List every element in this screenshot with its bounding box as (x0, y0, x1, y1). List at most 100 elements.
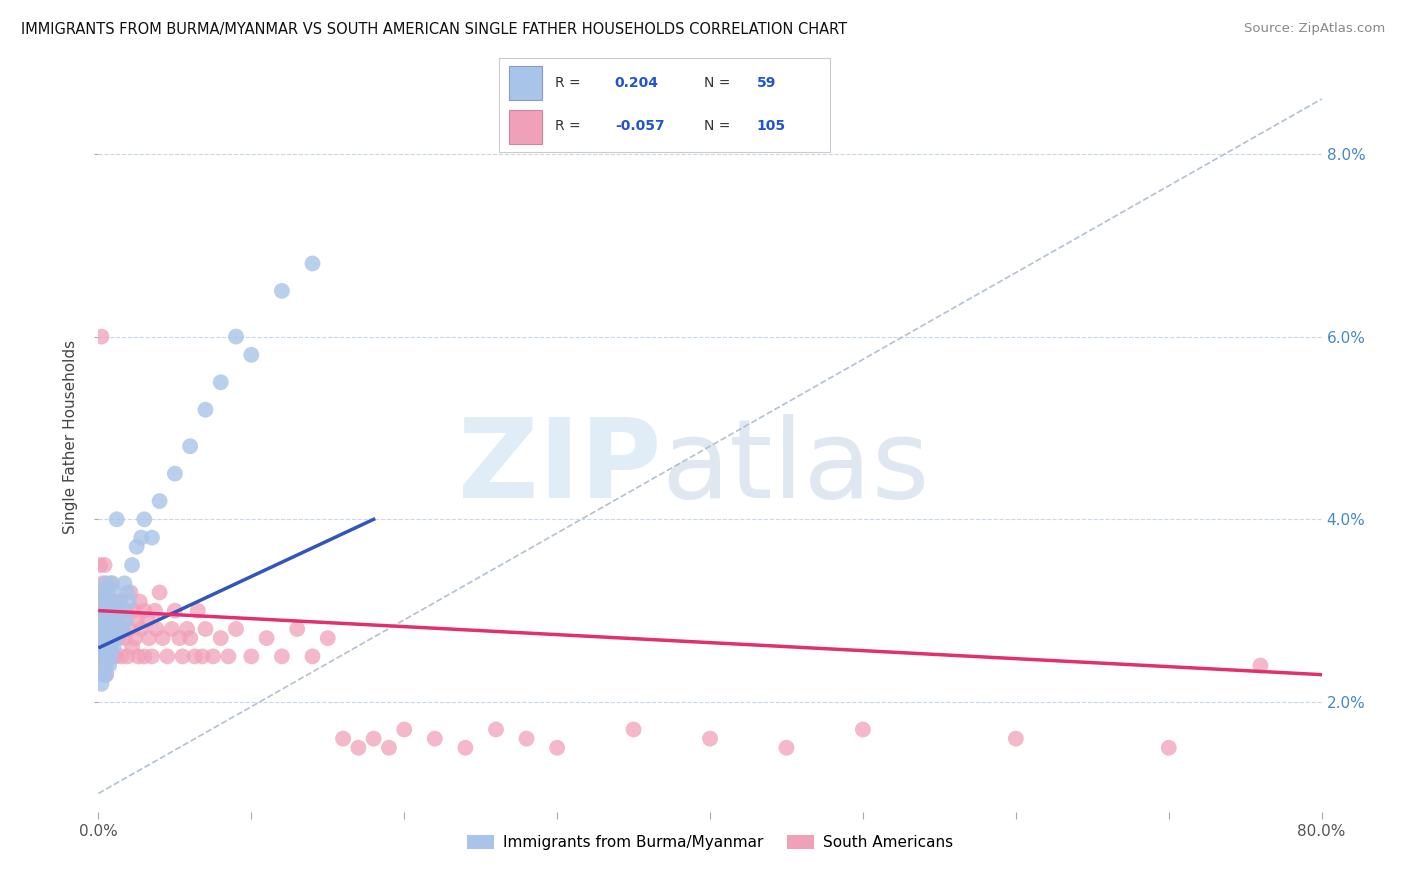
Point (134, 512, 156, 526)
Point (91, 604, 114, 618)
Point (363, 731, 385, 746)
Point (179, 439, 201, 453)
Point (97, 585, 120, 599)
Point (93, 604, 115, 618)
Point (98, 594, 121, 608)
Point (209, 631, 232, 645)
Point (89, 622, 111, 636)
Point (546, 740, 568, 755)
Point (191, 649, 214, 664)
Point (108, 594, 131, 608)
Point (93, 622, 115, 636)
Text: -0.057: -0.057 (614, 120, 665, 133)
Legend: Immigrants from Burma/Myanmar, South Americans: Immigrants from Burma/Myanmar, South Ame… (461, 830, 959, 856)
Point (104, 613, 127, 627)
Text: R =: R = (555, 77, 581, 90)
Point (101, 604, 124, 618)
Point (454, 740, 477, 755)
Point (143, 604, 166, 618)
Point (90, 585, 112, 599)
Point (134, 604, 156, 618)
Point (699, 731, 721, 746)
Point (98, 613, 121, 627)
Point (163, 604, 186, 618)
Point (184, 649, 207, 664)
Point (316, 631, 339, 645)
Point (93, 631, 115, 645)
Point (202, 649, 225, 664)
Point (485, 723, 508, 737)
Point (112, 631, 135, 645)
Point (98, 622, 121, 636)
Point (156, 649, 179, 664)
Point (91, 640, 114, 655)
Point (104, 631, 127, 645)
Point (100, 622, 122, 636)
Point (134, 649, 156, 664)
Point (118, 622, 141, 636)
Point (89, 622, 111, 636)
Point (301, 256, 323, 270)
Point (124, 631, 146, 645)
Point (101, 649, 124, 664)
Point (98, 658, 121, 673)
Text: 105: 105 (756, 120, 786, 133)
Point (91, 667, 114, 681)
Point (516, 731, 538, 746)
Point (93, 631, 115, 645)
Point (125, 540, 148, 554)
Point (90, 631, 112, 645)
Point (378, 740, 401, 755)
Point (332, 731, 354, 746)
Point (112, 576, 135, 591)
Point (90, 585, 112, 599)
Point (90, 604, 112, 618)
Text: N =: N = (704, 77, 730, 90)
Point (100, 604, 122, 618)
Point (270, 284, 292, 298)
Point (107, 622, 129, 636)
Point (128, 594, 150, 608)
Point (209, 376, 232, 390)
Point (145, 622, 167, 636)
Point (101, 631, 124, 645)
Point (100, 604, 122, 618)
Point (91, 613, 114, 627)
Point (91, 594, 114, 608)
Point (163, 467, 186, 481)
Text: Source: ZipAtlas.com: Source: ZipAtlas.com (1244, 22, 1385, 36)
Point (94, 658, 117, 673)
Point (94, 613, 117, 627)
Point (118, 594, 141, 608)
Point (125, 613, 148, 627)
Point (91, 622, 114, 636)
Point (98, 649, 121, 664)
Point (90, 677, 112, 691)
Point (256, 631, 278, 645)
Point (100, 631, 122, 645)
Point (103, 594, 125, 608)
Point (347, 740, 370, 755)
Text: atlas: atlas (661, 414, 929, 521)
Point (138, 631, 160, 645)
Point (103, 613, 125, 627)
FancyBboxPatch shape (509, 111, 543, 145)
Point (89, 558, 111, 572)
Point (301, 649, 323, 664)
Point (194, 402, 217, 417)
Point (98, 640, 121, 655)
Point (149, 494, 172, 508)
Point (217, 649, 239, 664)
Point (623, 723, 645, 737)
Point (94, 667, 117, 681)
Point (93, 594, 115, 608)
Point (852, 723, 875, 737)
Point (93, 622, 115, 636)
Point (94, 640, 117, 655)
Point (94, 594, 117, 608)
Point (105, 604, 128, 618)
Point (172, 649, 194, 664)
Point (1157, 740, 1180, 755)
Point (94, 613, 117, 627)
Point (107, 631, 129, 645)
